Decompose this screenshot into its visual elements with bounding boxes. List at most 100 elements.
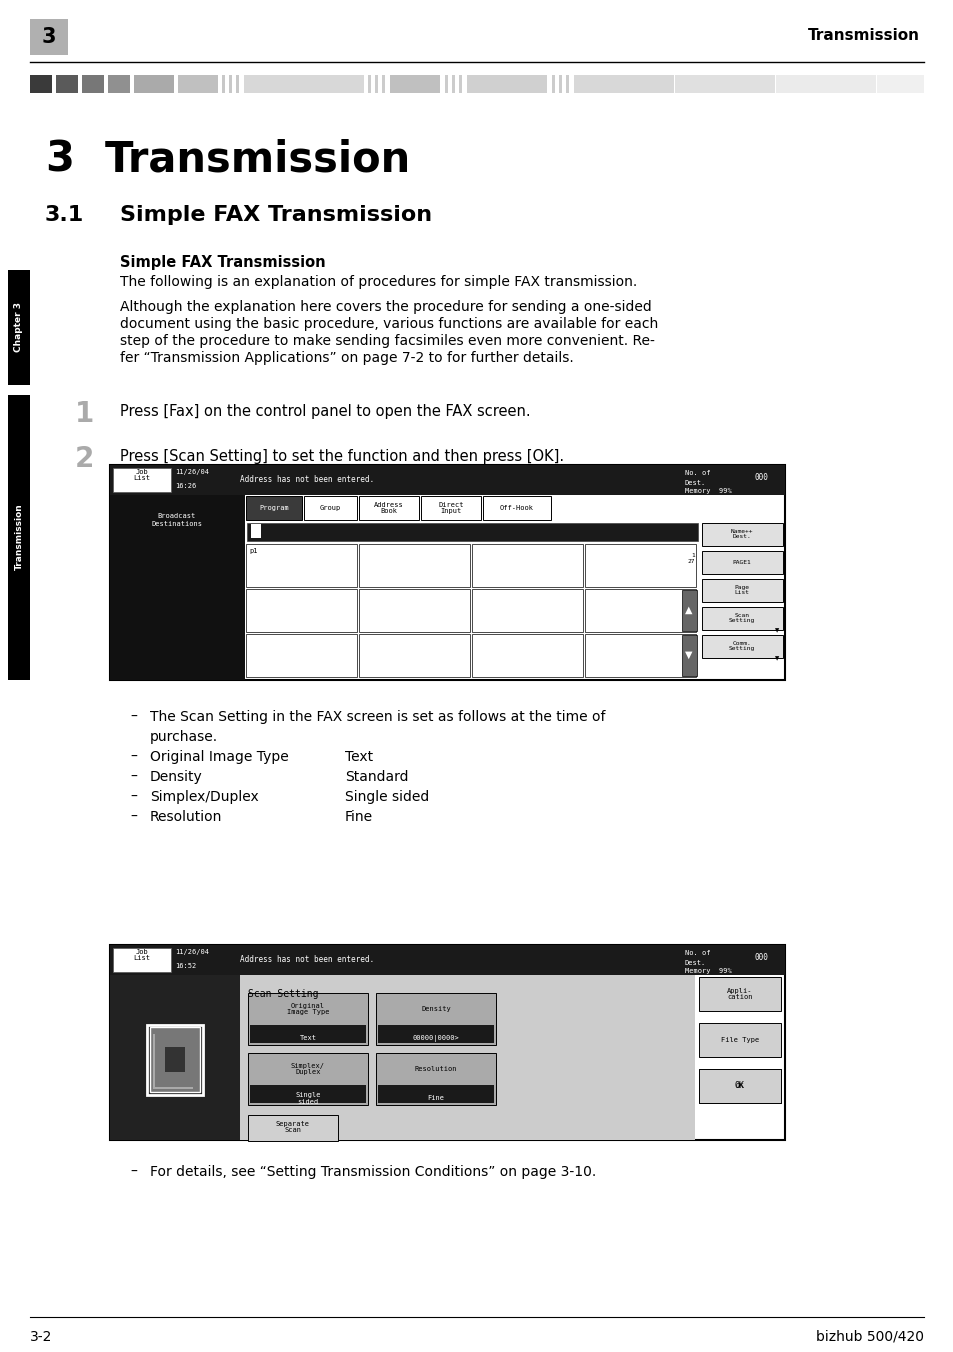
Bar [226, 74, 229, 93]
Bar [701, 523, 782, 546]
Bar [108, 74, 130, 93]
Bar [378, 74, 381, 93]
Bar [358, 589, 470, 631]
Text: Press [Fax] on the control panel to open the FAX screen.: Press [Fax] on the control panel to open… [120, 404, 530, 419]
Bar [235, 74, 239, 93]
Bar [699, 977, 781, 1011]
Bar [105, 74, 108, 93]
Text: Job
List: Job List [133, 949, 151, 961]
Bar [456, 74, 458, 93]
Bar [112, 948, 171, 972]
Text: 00000|0000>: 00000|0000> [413, 1034, 459, 1041]
Text: ▲: ▲ [684, 604, 692, 615]
Text: –: – [130, 1165, 136, 1179]
Text: Dest.: Dest. [684, 480, 705, 485]
Bar [562, 74, 565, 93]
Bar [375, 992, 496, 1045]
Bar [699, 1069, 781, 1103]
Text: Although the explanation here covers the procedure for sending a one-sided: Although the explanation here covers the… [120, 300, 651, 314]
Text: Simple FAX Transmission: Simple FAX Transmission [120, 256, 325, 270]
Text: –: – [130, 710, 136, 725]
Text: 16:52: 16:52 [174, 963, 196, 969]
Text: OK: OK [735, 1083, 743, 1088]
Text: No. of: No. of [684, 470, 710, 476]
Bar [133, 74, 173, 93]
Bar [775, 74, 875, 93]
Text: Density: Density [150, 771, 203, 784]
Bar [131, 74, 133, 93]
Bar [110, 495, 245, 680]
Text: Name++
Dest.: Name++ Dest. [730, 529, 753, 539]
Text: document using the basic procedure, various functions are available for each: document using the basic procedure, vari… [120, 316, 658, 331]
Text: Transmission: Transmission [105, 138, 411, 180]
Bar [233, 74, 235, 93]
Text: Job
List: Job List [133, 469, 151, 481]
Text: ▼: ▼ [774, 627, 779, 633]
Text: Dest.: Dest. [684, 960, 705, 965]
Text: Fine: Fine [427, 1095, 444, 1101]
Text: Press [Scan Setting] to set the function and then press [OK].: Press [Scan Setting] to set the function… [120, 449, 563, 464]
Bar [372, 74, 375, 93]
Text: Original Image Type: Original Image Type [150, 750, 289, 764]
Bar [462, 74, 465, 93]
Text: 2: 2 [75, 445, 94, 473]
Text: fer “Transmission Applications” on page 7-2 to for further details.: fer “Transmission Applications” on page … [120, 352, 573, 365]
Bar [368, 74, 371, 93]
Bar [219, 74, 222, 93]
Bar [377, 1025, 494, 1042]
Text: Comm.
Setting: Comm. Setting [728, 641, 755, 652]
Text: Transmission: Transmission [14, 504, 24, 571]
Text: Resolution: Resolution [415, 1065, 456, 1072]
Text: ▼: ▼ [774, 656, 779, 661]
Bar [377, 1086, 494, 1103]
Bar [472, 544, 582, 587]
Bar [30, 74, 52, 93]
Text: Group: Group [319, 506, 340, 511]
Bar [251, 525, 261, 538]
Text: Direct
Input: Direct Input [437, 502, 463, 514]
Bar [229, 74, 232, 93]
Bar [699, 1069, 781, 1103]
Bar [458, 74, 461, 93]
Bar [250, 1025, 366, 1042]
Bar [701, 607, 782, 630]
Text: Text: Text [299, 1036, 316, 1041]
Text: OK: OK [734, 1082, 744, 1091]
Bar [152, 1034, 193, 1088]
Text: Broadcast
Destinations: Broadcast Destinations [152, 512, 202, 526]
Bar [56, 74, 78, 93]
Text: Simplex/
Duplex: Simplex/ Duplex [291, 1063, 325, 1075]
Text: Standard: Standard [345, 771, 408, 784]
Text: Transmission: Transmission [807, 27, 919, 42]
Bar [110, 465, 784, 495]
Text: Scan Setting: Scan Setting [248, 990, 318, 999]
Text: purchase.: purchase. [150, 730, 218, 744]
Bar [876, 74, 923, 93]
Bar [246, 589, 356, 631]
Bar [250, 1086, 366, 1103]
Bar [8, 395, 30, 680]
Text: Address
Book: Address Book [374, 502, 403, 514]
Bar [482, 496, 551, 521]
Bar [584, 589, 696, 631]
Text: Simple FAX Transmission: Simple FAX Transmission [120, 206, 432, 224]
Bar [174, 74, 178, 93]
Bar [569, 74, 573, 93]
Bar [246, 634, 356, 677]
Bar [147, 1025, 203, 1095]
Bar [701, 635, 782, 658]
Bar [110, 975, 240, 1140]
Text: 16:26: 16:26 [174, 483, 196, 489]
Text: 3: 3 [42, 27, 56, 47]
Bar [246, 496, 302, 521]
Text: 1: 1 [75, 400, 94, 429]
Bar [247, 523, 698, 541]
Bar [701, 579, 782, 602]
Bar [304, 496, 356, 521]
Text: Single sided: Single sided [345, 790, 429, 804]
Text: PAGE1: PAGE1 [732, 560, 751, 565]
Text: 11/26/04: 11/26/04 [174, 949, 209, 955]
Bar [154, 1032, 194, 1087]
Bar [150, 1028, 200, 1092]
Text: 3: 3 [45, 138, 74, 180]
